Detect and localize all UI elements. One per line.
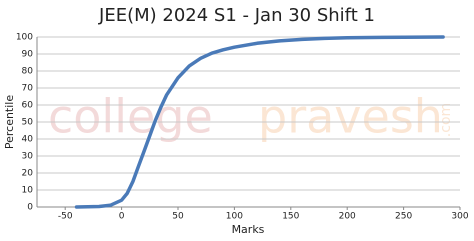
y-tick-label: 10: [22, 186, 34, 196]
x-tick-label: 250: [395, 212, 412, 222]
y-tick-label: 40: [22, 135, 34, 145]
x-tick-label: 100: [226, 212, 243, 222]
watermark: pravesh: [258, 90, 443, 144]
x-tick-label: 200: [339, 212, 356, 222]
chart-title: JEE(M) 2024 S1 - Jan 30 Shift 1: [98, 5, 375, 26]
x-tick-label: 50: [172, 212, 184, 222]
y-tick-label: 60: [22, 101, 34, 111]
x-axis-label: Marks: [232, 223, 265, 236]
y-tick-label: 100: [16, 33, 33, 43]
y-axis-label: Percentile: [3, 95, 16, 150]
y-tick-label: 20: [22, 169, 34, 179]
x-tick-label: -50: [58, 212, 73, 222]
watermark: .com: [438, 103, 454, 137]
x-tick-label: 0: [119, 212, 125, 222]
y-tick-label: 80: [22, 67, 34, 77]
y-tick-label: 50: [22, 118, 34, 128]
y-tick-label: 90: [22, 50, 34, 60]
y-tick-label: 30: [22, 152, 34, 162]
watermark: college: [48, 90, 213, 144]
y-tick-label: 70: [22, 84, 34, 94]
data-line: [74, 35, 445, 209]
x-tick-label: 150: [282, 212, 299, 222]
x-tick-label: 300: [451, 212, 468, 222]
y-tick-label: 0: [27, 203, 33, 213]
